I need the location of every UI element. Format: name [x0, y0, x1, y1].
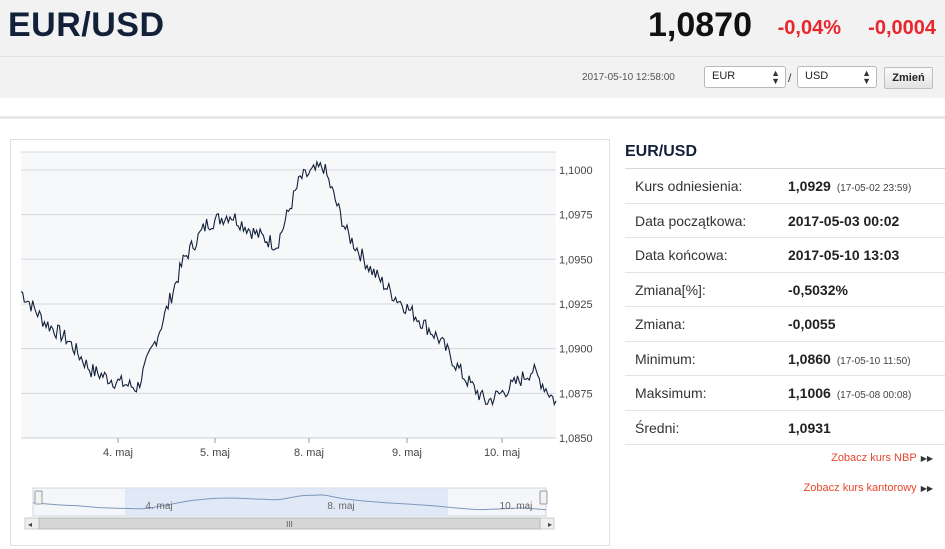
info-row: Średni: 1,0931: [625, 411, 945, 445]
info-label: Średni:: [635, 419, 680, 436]
info-timestamp: (17-05-02 23:59): [836, 183, 912, 194]
info-label: Kurs odniesienia:: [635, 178, 743, 194]
currency-separator: /: [788, 71, 792, 85]
info-row: Maksimum: 1,1006 (17-05-08 00:08): [625, 376, 945, 411]
link-label: Zobacz kurs kantorowy: [803, 482, 917, 494]
y-tick-label: 1,0975: [559, 210, 593, 222]
x-tick-label: 4. maj: [103, 447, 133, 459]
info-row: Kurs odniesienia: 1,0929 (17-05-02 23:59): [625, 169, 945, 204]
to-currency-value: USD: [805, 70, 829, 82]
scroll-right-icon[interactable]: ▸: [548, 520, 552, 529]
plot-area: [21, 152, 556, 438]
info-row: Data końcowa: 2017-05-10 13:03: [625, 238, 945, 273]
navigator-label: 8. maj: [327, 501, 354, 512]
to-currency-select[interactable]: USD ▲ ▼: [797, 66, 877, 88]
x-tick-label: 8. maj: [294, 447, 324, 459]
info-label: Data końcowa:: [635, 247, 728, 263]
currency-toolbar: 2017-05-10 12:58:00 EUR ▲ ▼ / USD ▲ ▼ Zmie…: [0, 56, 945, 98]
from-currency-select[interactable]: EUR ▲ ▼: [704, 66, 786, 88]
info-row: Minimum: 1,0860 (17-05-10 11:50): [625, 342, 945, 376]
double-arrow-icon: ▶▶: [920, 484, 933, 493]
quote-timestamp: 2017-05-10 12:58:00: [582, 72, 675, 83]
info-title: EUR/USD: [625, 139, 945, 169]
info-value: 2017-05-03 00:02: [788, 212, 900, 229]
scrollbar-grip-icon: III: [286, 520, 293, 529]
info-value: 2017-05-10 13:03: [788, 247, 900, 263]
link-label: Zobacz kurs NBP: [831, 452, 917, 464]
info-label: Minimum:: [635, 350, 696, 367]
info-label: Zmiana:: [635, 316, 686, 332]
y-tick-label: 1,0925: [559, 299, 593, 311]
section-divider: [0, 116, 945, 119]
navigator-handle[interactable]: [539, 490, 548, 505]
navigator-handle[interactable]: [34, 490, 43, 505]
info-panel: EUR/USD Kurs odniesienia: 1,0929 (17-05-02…: [625, 139, 945, 494]
scroll-left-icon[interactable]: ◂: [28, 520, 32, 529]
swap-button[interactable]: Zmień: [884, 67, 933, 89]
info-value: 1,0931: [788, 419, 831, 436]
info-timestamp: (17-05-10 11:50): [836, 355, 911, 367]
change-percent: -0,04%: [777, 17, 841, 39]
chart-panel: 1,0850 1,0875 1,0900 1,0925 1,0950 1,0975 1,10…: [10, 139, 610, 546]
scrollbar-thumb[interactable]: [38, 517, 541, 530]
double-arrow-icon: ▶▶: [920, 454, 933, 463]
info-label: Maksimum:: [635, 385, 707, 401]
exchange-rate-link[interactable]: Zobacz kurs kantorowy ▶▶: [804, 482, 933, 494]
change-absolute: -0,0004: [868, 17, 936, 39]
quote-header: EUR/USD 1,0870 -0,04% -0,0004: [0, 0, 945, 56]
info-value: -0,5032%: [788, 281, 848, 298]
navigator-label: 4. maj: [145, 501, 172, 512]
info-value: 1,0929 (17-05-02 23:59): [788, 178, 912, 194]
nbp-rate-link[interactable]: Zobacz kurs NBP ▶▶: [831, 452, 933, 464]
navigator-series: [32, 494, 547, 511]
info-timestamp: (17-05-08 00:08): [836, 390, 912, 401]
price-chart: 1,0850 1,0875 1,0900 1,0925 1,0950 1,0975 1,10…: [20, 151, 593, 530]
series-line: [20, 159, 557, 407]
x-tick-label: 10. maj: [484, 447, 520, 459]
info-label: Zmiana[%]:: [635, 281, 706, 298]
x-tick-label: 5. maj: [200, 447, 230, 459]
page-title: EUR/USD: [8, 6, 165, 44]
current-rate: 1,0870: [648, 6, 752, 44]
navigator-label: 10. maj: [500, 501, 533, 512]
y-tick-label: 1,1000: [559, 165, 593, 177]
info-value: 1,1006 (17-05-08 00:08): [788, 385, 912, 401]
info-label: Data początkowa:: [635, 212, 747, 229]
info-value: 1,0860 (17-05-10 11:50): [788, 350, 911, 367]
y-tick-label: 1,0875: [559, 388, 593, 400]
navigator-selection[interactable]: [125, 488, 448, 516]
info-value: -0,0055: [788, 316, 836, 332]
y-tick-label: 1,0900: [559, 344, 593, 356]
info-row: Zmiana[%]: -0,5032%: [625, 273, 945, 307]
info-row: Zmiana: -0,0055: [625, 307, 945, 342]
y-tick-label: 1,0950: [559, 254, 593, 266]
y-tick-label: 1,0850: [559, 433, 593, 445]
select-arrows-icon: ▲ ▼: [771, 68, 780, 86]
info-table: Kurs odniesienia: 1,0929 (17-05-02 23:59) D…: [625, 169, 945, 445]
x-tick-label: 9. maj: [392, 447, 422, 459]
from-currency-value: EUR: [712, 70, 736, 82]
info-row: Data początkowa: 2017-05-03 00:02: [625, 204, 945, 238]
select-arrows-icon: ▲ ▼: [862, 68, 871, 86]
